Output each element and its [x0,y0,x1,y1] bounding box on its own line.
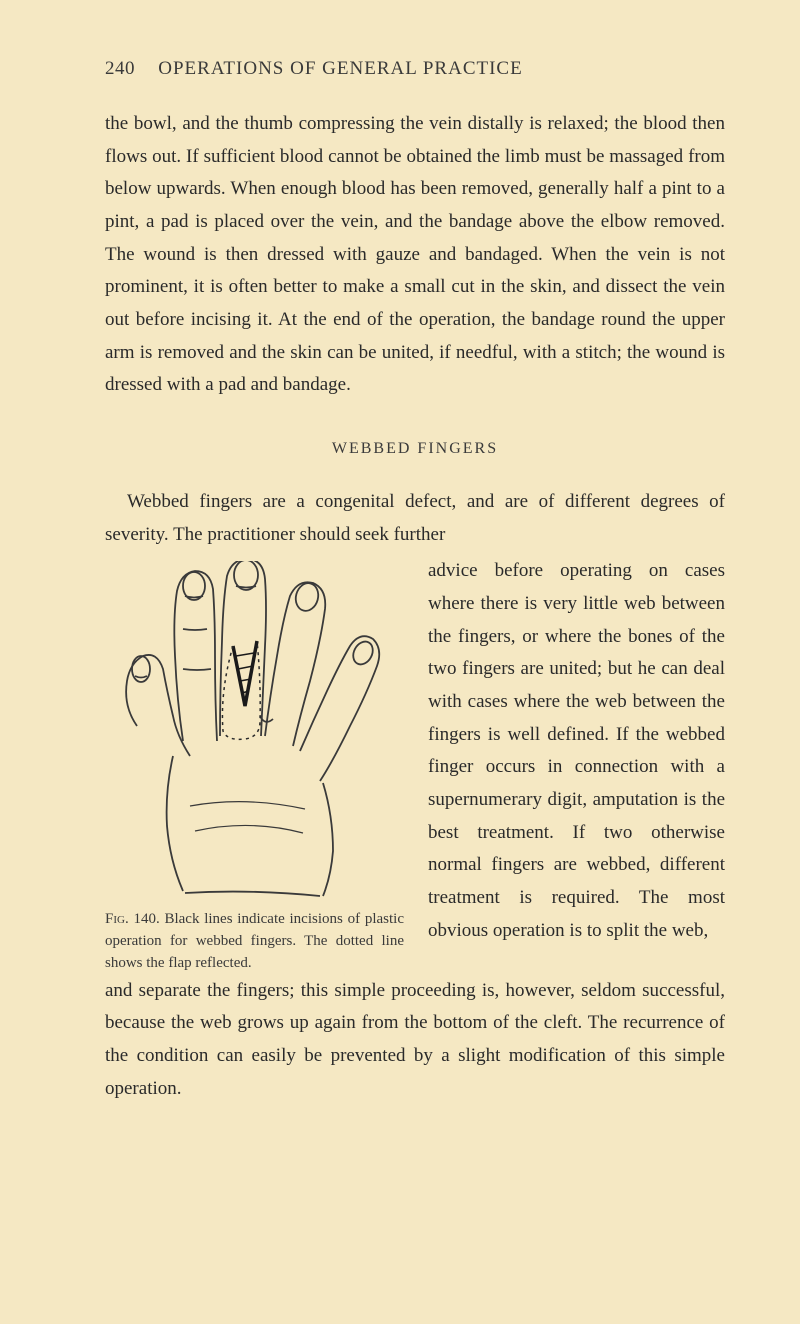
paragraph-1: the bowl, and the thumb compressing the … [105,108,725,402]
continuation-paragraph: and separate the fingers; this simple pr… [105,975,725,1106]
hand-illustration [105,561,395,901]
figure-label: Fig. 140. [105,911,160,927]
figure-block: Fig. 140. Black lines indicate incisions… [105,561,410,974]
intro-text: Webbed fingers are a congenital defect, … [105,491,725,545]
figure-caption: Fig. 140. Black lines indicate incisions… [105,909,410,974]
page-number: 240 [105,58,135,80]
page-header: 240 OPERATIONS OF GENERAL PRACTICE [105,58,725,80]
webbed-fingers-section: Webbed fingers are a congenital defect, … [105,486,725,1105]
float-container: Fig. 140. Black lines indicate incisions… [105,555,725,974]
header-title: OPERATIONS OF GENERAL PRACTICE [158,58,522,80]
intro-paragraph: Webbed fingers are a congenital defect, … [105,486,725,551]
section-title: WEBBED FINGERS [105,440,725,458]
